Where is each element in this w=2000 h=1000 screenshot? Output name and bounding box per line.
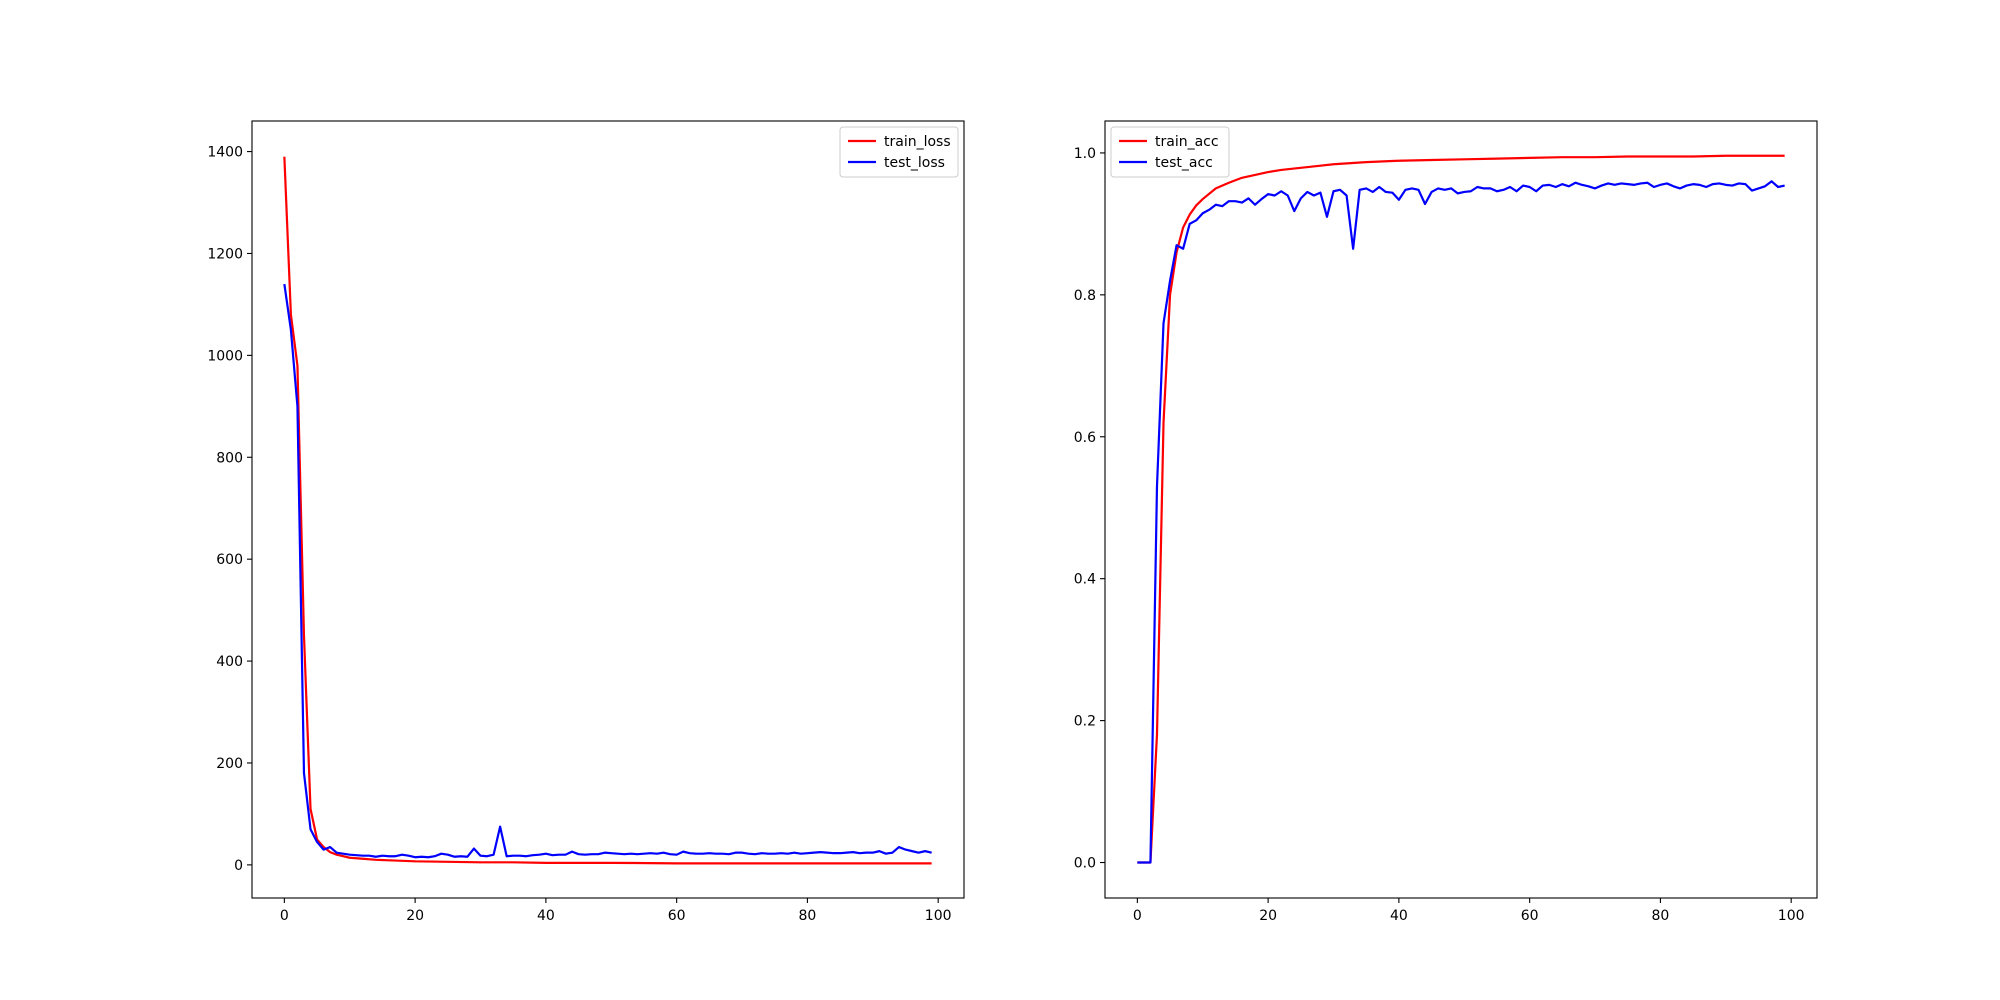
accuracy-subplot: 0 20 40 60 80 1000.00.20.40.60.81.0train_acct…	[1074, 120, 1818, 924]
y-tick-label: 600	[216, 552, 243, 568]
y-tick-label: 0.2	[1074, 714, 1096, 730]
series-line-train_loss	[283, 156, 932, 865]
legend: train_acc test_acc	[1110, 126, 1230, 178]
y-tick-label: 1200	[207, 246, 243, 262]
y-tick-label: 0.0	[1074, 856, 1096, 872]
x-tick-label: 40	[537, 908, 555, 924]
x-tick-label: 100	[1778, 908, 1805, 924]
legend-label-test_loss: test_loss	[884, 155, 945, 171]
axes-frame	[1104, 120, 1818, 899]
x-tick-label: 60	[1521, 908, 1539, 924]
x-tick-label: 60	[668, 908, 686, 924]
y-tick-label: 0.6	[1074, 430, 1096, 446]
x-tick-label: 20	[1259, 908, 1277, 924]
series-line-test_loss	[283, 283, 932, 859]
y-tick-label: 0.4	[1074, 572, 1096, 588]
series-line-train_acc	[1137, 154, 1785, 864]
y-tick-label: 0.8	[1074, 288, 1096, 304]
series-line-test_acc	[1137, 180, 1785, 864]
loss-subplot: 0 20 40 60 80 1000200400600800100012001400tra…	[207, 120, 965, 924]
legend-label-train_acc: train_acc	[1155, 134, 1219, 150]
y-tick-label: 0	[234, 858, 243, 874]
x-tick-label: 100	[925, 908, 952, 924]
legend-label-train_loss: train_loss	[884, 134, 951, 150]
x-tick-label: 0	[280, 908, 289, 924]
x-tick-label: 20	[406, 908, 424, 924]
x-tick-label: 40	[1390, 908, 1408, 924]
y-tick-label: 1400	[207, 145, 243, 161]
x-tick-label: 80	[1651, 908, 1669, 924]
axes-frame	[251, 120, 965, 899]
x-tick-label: 0	[1133, 908, 1142, 924]
y-tick-label: 200	[216, 756, 243, 772]
legend: train_loss test_loss	[839, 126, 959, 178]
legend-box	[839, 126, 959, 178]
x-tick-label: 80	[798, 908, 816, 924]
legend-label-test_acc: test_acc	[1155, 155, 1213, 171]
y-tick-label: 1000	[207, 348, 243, 364]
y-tick-label: 400	[216, 654, 243, 670]
y-tick-label: 1.0	[1074, 146, 1096, 162]
y-tick-label: 800	[216, 450, 243, 466]
legend-box	[1110, 126, 1230, 178]
